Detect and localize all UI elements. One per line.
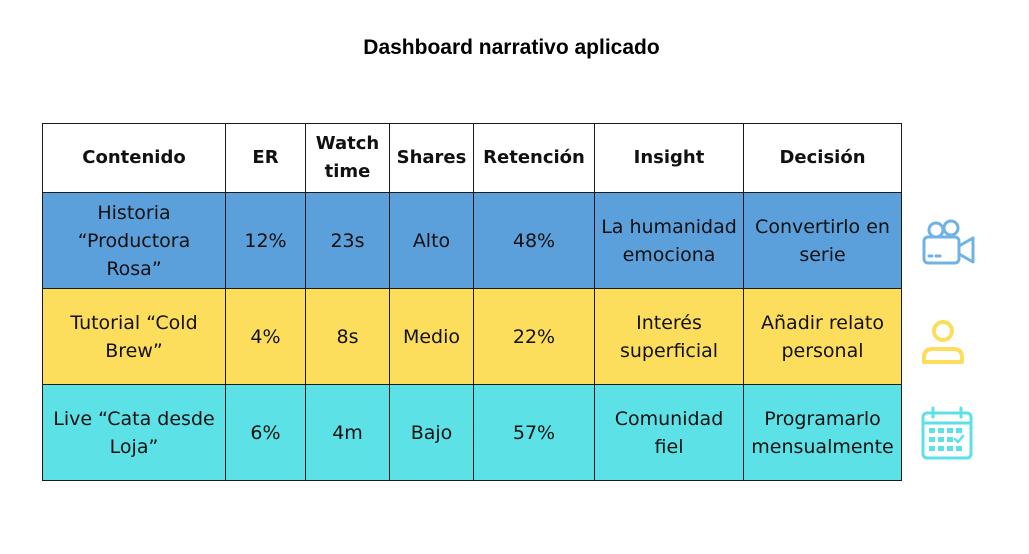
cell-retencion: 57%: [473, 384, 595, 481]
cell-watch-time: 4m: [305, 384, 390, 481]
cell-contenido: Tutorial “Cold Brew”: [42, 288, 226, 385]
cell-er: 6%: [225, 384, 306, 481]
table-row: Tutorial “Cold Brew” 4% 8s Medio 22% Int…: [42, 288, 902, 385]
header-watch-time: Watch time: [305, 123, 390, 193]
header-insight: Insight: [594, 123, 744, 193]
cell-shares: Medio: [389, 288, 474, 385]
header-shares: Shares: [389, 123, 474, 193]
calendar-icon: [918, 403, 978, 463]
header-decision: Decisión: [743, 123, 902, 193]
header-retencion: Retención: [473, 123, 595, 193]
cell-watch-time: 23s: [305, 192, 390, 289]
page-title: Dashboard narrativo aplicado: [363, 36, 660, 59]
cell-shares: Alto: [389, 192, 474, 289]
cell-decision: Programarlo mensualmente: [743, 384, 902, 481]
user-icon: [918, 312, 978, 372]
cell-contenido: Live “Cata desde Loja”: [42, 384, 226, 481]
cell-watch-time: 8s: [305, 288, 390, 385]
cell-retencion: 48%: [473, 192, 595, 289]
header-er: ER: [225, 123, 306, 193]
cell-er: 4%: [225, 288, 306, 385]
cell-decision: Convertirlo en serie: [743, 192, 902, 289]
header-contenido: Contenido: [42, 123, 226, 193]
cell-decision: Añadir relato personal: [743, 288, 902, 385]
table-row: Live “Cata desde Loja” 6% 4m Bajo 57% Co…: [42, 384, 902, 481]
video-camera-icon: [918, 213, 978, 273]
cell-contenido: Historia “Productora Rosa”: [42, 192, 226, 289]
cell-retencion: 22%: [473, 288, 595, 385]
cell-shares: Bajo: [389, 384, 474, 481]
cell-insight: Interés superficial: [594, 288, 744, 385]
table-header-row: Contenido ER Watch time Shares Retención…: [42, 123, 902, 193]
cell-er: 12%: [225, 192, 306, 289]
dashboard-table: Contenido ER Watch time Shares Retención…: [42, 123, 902, 481]
cell-insight: Comunidad fiel: [594, 384, 744, 481]
cell-insight: La humanidad emociona: [594, 192, 744, 289]
table-row: Historia “Productora Rosa” 12% 23s Alto …: [42, 192, 902, 289]
